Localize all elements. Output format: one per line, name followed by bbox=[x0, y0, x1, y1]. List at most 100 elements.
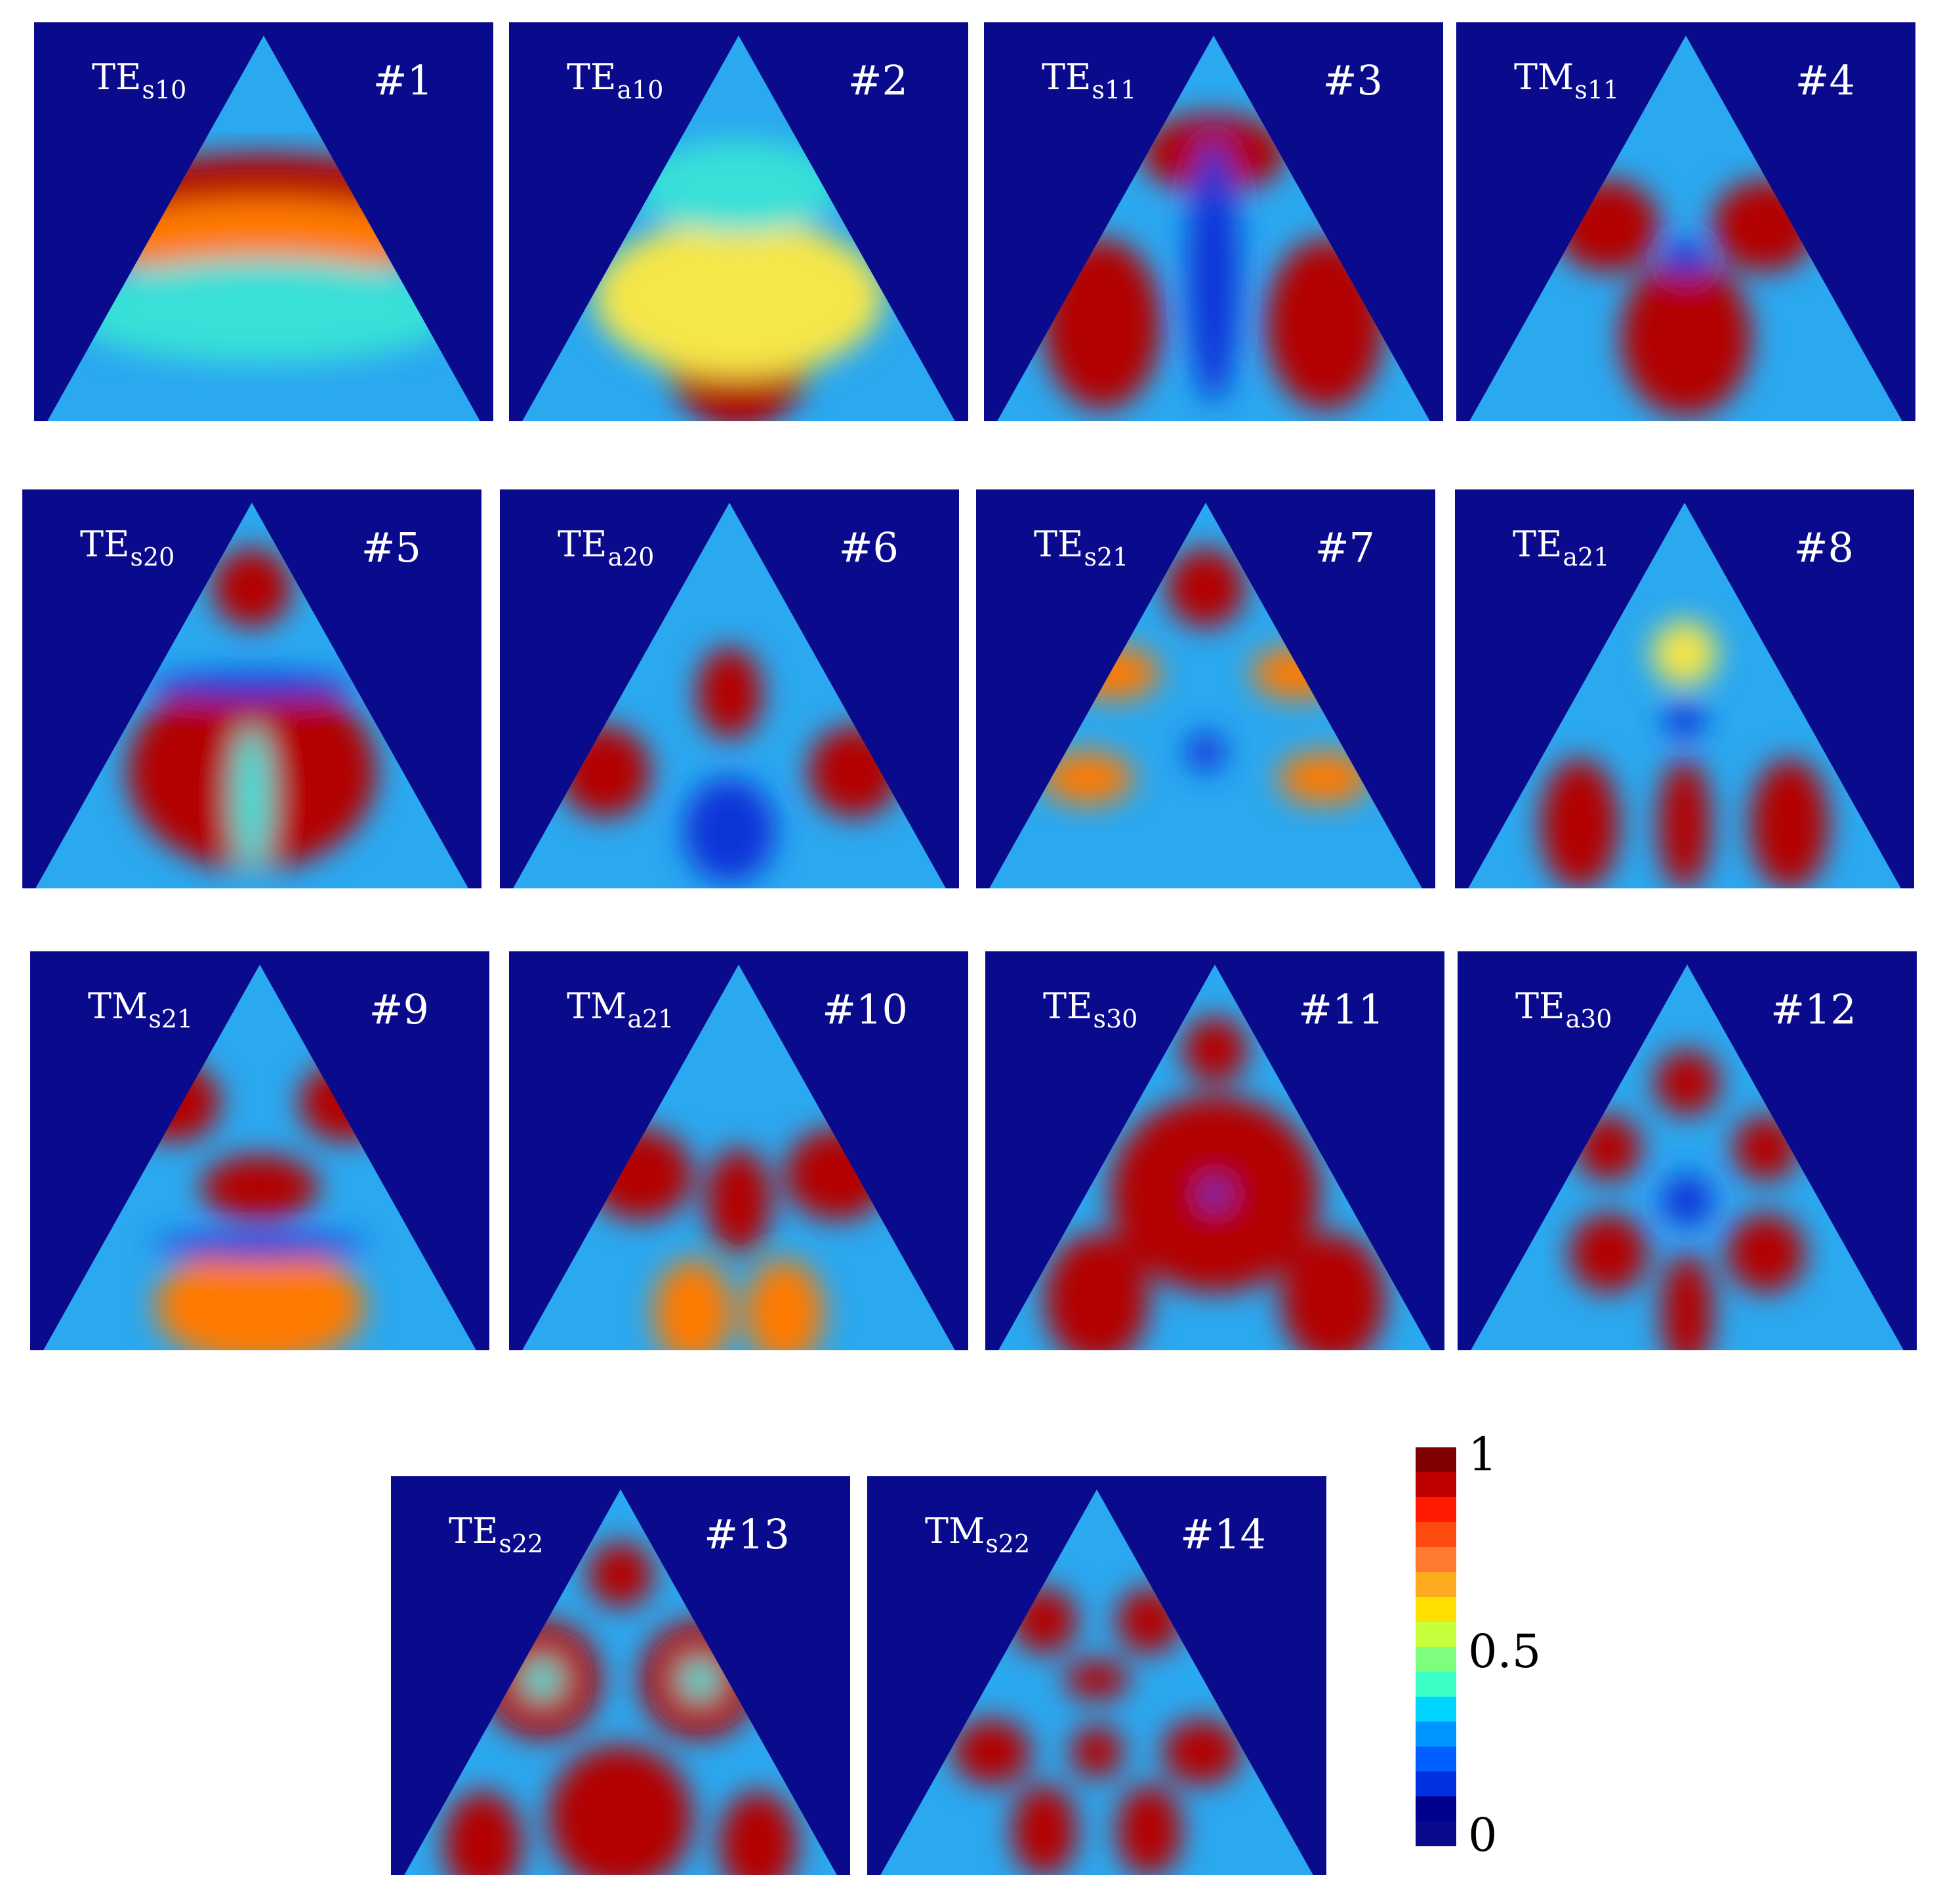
field-lobe bbox=[1064, 1660, 1130, 1699]
field-lobe bbox=[93, 199, 434, 278]
panel-number: #13 bbox=[704, 1510, 790, 1558]
mode-type: TE bbox=[1043, 985, 1093, 1027]
mode-index: s20 bbox=[130, 543, 175, 571]
mode-index: s22 bbox=[499, 1529, 544, 1558]
panel-number: #14 bbox=[1180, 1510, 1266, 1558]
field-lobe bbox=[1666, 239, 1706, 278]
field-lobe bbox=[1116, 1785, 1182, 1875]
field-triangle bbox=[1469, 35, 1902, 421]
field-lobe bbox=[634, 140, 844, 232]
field-lobe bbox=[1012, 1785, 1077, 1875]
mode-type: TE bbox=[80, 524, 130, 565]
field-map-4 bbox=[1469, 35, 1902, 421]
colorbar-segment bbox=[1416, 1672, 1456, 1697]
field-lobe bbox=[1654, 1050, 1720, 1115]
mode-type: TE bbox=[558, 524, 607, 565]
field-lobe bbox=[1266, 239, 1384, 409]
field-lobe bbox=[67, 259, 460, 363]
mode-label: TEs11 bbox=[1042, 56, 1136, 104]
panel-number: #7 bbox=[1315, 524, 1375, 571]
field-lobe bbox=[1202, 1181, 1228, 1207]
field-lobe bbox=[1280, 1233, 1385, 1350]
field-lobe bbox=[1733, 1115, 1799, 1181]
field-lobe bbox=[1661, 1253, 1713, 1350]
mode-label: TEa30 bbox=[1515, 985, 1612, 1033]
mode-index: a21 bbox=[1563, 543, 1610, 571]
field-lobe bbox=[1652, 621, 1717, 686]
field-lobe bbox=[559, 726, 651, 817]
field-lobe bbox=[684, 778, 775, 883]
mode-index: s10 bbox=[142, 75, 187, 104]
mode-label: TMs11 bbox=[1514, 56, 1619, 104]
mode-type: TE bbox=[1515, 985, 1565, 1027]
mode-panel-4: TMs11 #4 bbox=[1456, 22, 1915, 421]
mode-index: s11 bbox=[1092, 75, 1137, 104]
field-map-1 bbox=[47, 35, 480, 421]
panel-number: #2 bbox=[848, 56, 908, 104]
mode-panel-9: TMs21 #9 bbox=[30, 951, 489, 1350]
mode-type: TE bbox=[1513, 524, 1563, 565]
colorbar-segment bbox=[1416, 1722, 1456, 1747]
field-lobe bbox=[1068, 647, 1160, 699]
field-lobe bbox=[588, 1542, 653, 1607]
field-map-2 bbox=[522, 35, 955, 421]
colorbar-mid-label: 0.5 bbox=[1468, 1625, 1542, 1678]
field-lobe bbox=[548, 1745, 693, 1875]
field-lobe bbox=[299, 1063, 391, 1142]
mode-type: TE bbox=[92, 56, 142, 98]
colorbar-segment bbox=[1416, 1472, 1456, 1497]
colorbar-segment bbox=[1416, 1497, 1456, 1522]
field-lobe bbox=[745, 1260, 824, 1350]
field-map-3 bbox=[997, 35, 1430, 421]
mode-panel-2: TEa10 #2 bbox=[509, 22, 968, 421]
colorbar-max-label: 1 bbox=[1468, 1428, 1498, 1481]
colorbar-segment bbox=[1416, 1522, 1456, 1547]
panel-number: #9 bbox=[369, 985, 429, 1033]
mode-index: a30 bbox=[1565, 1004, 1612, 1033]
mode-index: a21 bbox=[627, 1004, 674, 1033]
colorbar-segment bbox=[1416, 1697, 1456, 1722]
field-map-14 bbox=[880, 1489, 1313, 1875]
panel-number: #1 bbox=[373, 56, 433, 104]
field-lobe bbox=[1620, 259, 1751, 416]
field-lobe bbox=[706, 1148, 771, 1253]
colorbar-segment bbox=[1416, 1447, 1456, 1472]
field-lobe bbox=[1044, 1233, 1149, 1350]
panel-number: #6 bbox=[838, 524, 899, 571]
field-lobe bbox=[1043, 239, 1161, 409]
mode-panel-7: TEs21 #7 bbox=[976, 489, 1435, 888]
mode-type: TE bbox=[1042, 56, 1092, 98]
panel-number: #12 bbox=[1770, 985, 1856, 1033]
mode-panel-11: TEs30 #11 bbox=[985, 951, 1444, 1350]
mode-type: TE bbox=[1034, 524, 1084, 565]
colorbar-min-label: 0 bbox=[1468, 1808, 1498, 1862]
field-lobe bbox=[213, 548, 291, 627]
mode-label: TEs21 bbox=[1034, 524, 1128, 571]
mode-panel-5: TEs20 #5 bbox=[22, 489, 481, 888]
panel-number: #3 bbox=[1322, 56, 1383, 104]
mode-index: a20 bbox=[607, 543, 655, 571]
mode-label: TEa10 bbox=[567, 56, 663, 104]
field-lobe bbox=[1712, 180, 1817, 272]
colorbar-segment bbox=[1416, 1597, 1456, 1622]
mode-index: s22 bbox=[985, 1529, 1031, 1558]
mode-panel-1: TEs10 #1 bbox=[34, 22, 493, 421]
mode-type: TM bbox=[1514, 56, 1574, 98]
field-lobe bbox=[1576, 1115, 1641, 1181]
mode-index: s11 bbox=[1574, 75, 1620, 104]
field-lobe bbox=[522, 1660, 562, 1699]
field-map-8 bbox=[1468, 503, 1901, 888]
mode-index: s30 bbox=[1093, 1004, 1138, 1033]
mode-label: TMa21 bbox=[567, 985, 674, 1033]
field-map-9 bbox=[43, 964, 476, 1350]
field-lobe bbox=[680, 1660, 719, 1699]
panel-number: #11 bbox=[1298, 985, 1384, 1033]
mode-panel-13: TEs22 #13 bbox=[391, 1476, 850, 1875]
mode-type: TE bbox=[449, 1510, 499, 1552]
field-map-12 bbox=[1471, 964, 1904, 1350]
field-lobe bbox=[1727, 1214, 1805, 1293]
mode-index: s21 bbox=[1084, 543, 1129, 571]
field-lobe bbox=[697, 647, 762, 739]
field-lobe bbox=[155, 1247, 365, 1350]
field-lobe bbox=[1661, 1174, 1713, 1227]
